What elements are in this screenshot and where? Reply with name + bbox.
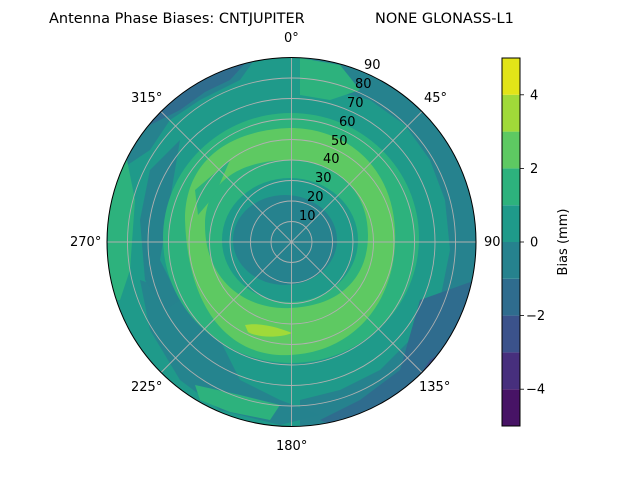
polar-grid: [107, 57, 476, 427]
azimuth-label-135: 135°: [419, 380, 450, 395]
azimuth-label-180: 180°: [276, 439, 307, 454]
chart-title-right: NONE GLONASS-L1: [375, 11, 514, 27]
polar-frame: [106, 57, 477, 427]
colorbar-label: Bias (mm): [556, 209, 571, 276]
radial-label-90: 90: [364, 58, 381, 73]
azimuth-label-45: 45°: [424, 91, 447, 106]
radial-label-10: 10: [299, 209, 316, 224]
colorbar-tick-minus2: −2: [526, 309, 545, 324]
radial-label-70: 70: [347, 96, 364, 111]
azimuth-label-0: 0°: [284, 31, 299, 46]
azimuth-label-90: 90: [484, 235, 501, 250]
angular-tick-labels: 0° 45° 90 135° 180° 225° 270° 315°: [70, 31, 501, 454]
azimuth-label-315: 315°: [131, 91, 162, 106]
polar-plot: 10 20 30 40 50 60 70 80 90 0° 45° 90 135…: [70, 31, 501, 454]
radial-label-30: 30: [315, 171, 332, 186]
azimuth-label-270: 270°: [70, 235, 101, 250]
colorbar-tick-2: 2: [530, 162, 538, 177]
azimuth-label-225: 225°: [131, 380, 162, 395]
colorbar-tick-4: 4: [530, 89, 538, 104]
radial-label-20: 20: [307, 190, 324, 205]
chart-title-left: Antenna Phase Biases: CNTJUPITER: [49, 11, 305, 27]
radial-label-50: 50: [331, 134, 348, 149]
colorbar-tick-0: 0: [530, 236, 538, 251]
radial-label-60: 60: [339, 115, 356, 130]
radial-label-80: 80: [355, 77, 372, 92]
radial-label-40: 40: [323, 152, 340, 167]
radial-tick-labels: 10 20 30 40 50 60 70 80 90: [299, 58, 381, 224]
colorbar: 4 2 0 −2 −4 Bias (mm): [501, 57, 571, 427]
colorbar-tick-minus4: −4: [526, 383, 545, 398]
